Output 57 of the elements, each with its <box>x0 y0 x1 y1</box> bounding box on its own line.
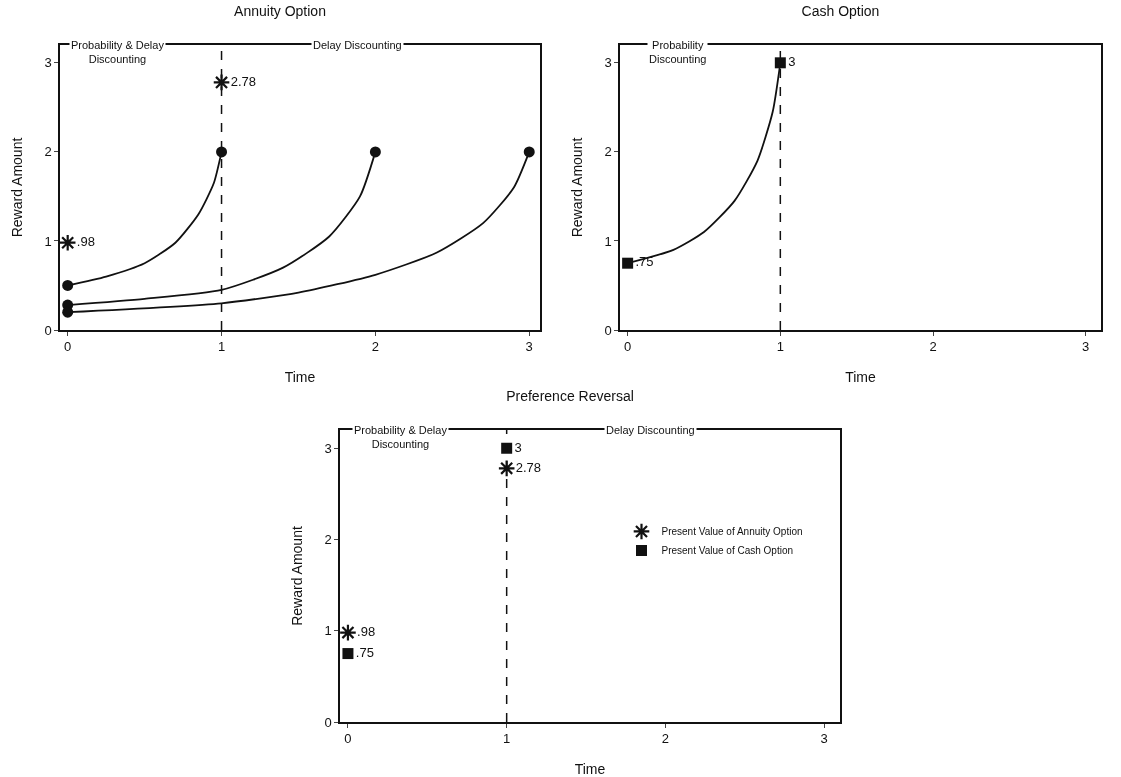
data-label: .98 <box>357 623 376 639</box>
data-label: 3 <box>514 439 522 455</box>
chart-title: Cash Option <box>801 2 880 19</box>
x-tick-label: 1 <box>776 339 784 355</box>
annotation: Probability Discounting <box>649 39 707 66</box>
point <box>339 623 357 642</box>
point <box>216 146 228 158</box>
x-tick-label: 2 <box>929 339 937 355</box>
y-tick-label: 3 <box>324 440 332 456</box>
point <box>497 459 516 478</box>
y-tick-label: 1 <box>604 233 612 249</box>
x-tick-label: 3 <box>525 339 533 355</box>
point <box>523 146 535 158</box>
legend-label: Present Value of Annuity Option <box>661 526 803 538</box>
x-tick-label: 3 <box>1082 339 1090 355</box>
legend-label: Present Value of Cash Option <box>661 545 794 557</box>
y-tick-label: 0 <box>44 322 52 338</box>
x-tick-label: 1 <box>503 731 511 747</box>
y-tick-label: 2 <box>44 144 52 160</box>
y-tick-label: 2 <box>324 532 332 548</box>
x-axis-title: Time <box>574 761 606 777</box>
x-axis-title: Time <box>845 369 877 385</box>
y-axis-title: Reward Amount <box>568 137 585 238</box>
x-tick-label: 2 <box>661 731 670 747</box>
x-tick-label: 1 <box>217 339 226 355</box>
x-tick-label: 3 <box>820 731 828 747</box>
y-tick-label: 3 <box>44 55 52 71</box>
annotation: Probability & Delay Discounting <box>71 39 165 66</box>
data-label: 3 <box>788 54 796 70</box>
y-tick-label: 1 <box>324 623 332 639</box>
data-label: .98 <box>76 233 95 249</box>
data-label: 2.78 <box>515 459 542 475</box>
annotation: Delay Discounting <box>313 39 402 51</box>
annotation: Probability & Delay Discounting <box>354 424 448 451</box>
point <box>501 442 513 454</box>
chart-title: Annuity Option <box>234 2 326 19</box>
y-axis-title: Reward Amount <box>288 526 305 626</box>
point <box>62 279 74 291</box>
x-axis-title: Time <box>284 369 316 385</box>
x-tick-label: 2 <box>371 339 379 355</box>
point <box>212 73 231 92</box>
annotation: Delay Discounting <box>606 424 695 436</box>
y-tick-label: 0 <box>604 322 612 338</box>
y-tick-label: 3 <box>604 55 612 71</box>
y-tick-label: 0 <box>324 714 332 730</box>
chart-title: Preference Reversal <box>506 387 634 404</box>
x-tick-label: 0 <box>64 339 72 355</box>
point <box>342 648 354 660</box>
x-tick-label: 0 <box>624 339 632 355</box>
y-tick-label: 2 <box>604 144 612 160</box>
y-tick-label: 1 <box>44 233 52 249</box>
point <box>58 233 77 252</box>
point <box>369 146 381 158</box>
y-axis-title: Reward Amount <box>8 137 25 238</box>
data-label: .75 <box>355 644 374 660</box>
x-tick-label: 0 <box>344 731 352 747</box>
data-label: 2.78 <box>230 73 256 89</box>
